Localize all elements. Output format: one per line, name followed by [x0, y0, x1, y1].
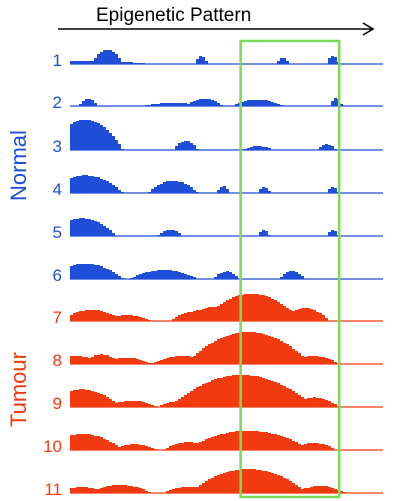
signal-area: [70, 431, 385, 450]
track-label: 6: [53, 266, 62, 285]
signal-area: [70, 120, 385, 150]
track-8: 8: [53, 332, 385, 370]
track-5: 5: [53, 218, 385, 242]
track-9: 9: [53, 375, 385, 413]
track-label: 4: [53, 180, 62, 199]
chart-title: Epigenetic Pattern: [96, 5, 251, 26]
track-label: 11: [44, 480, 62, 499]
track-label: 1: [53, 51, 62, 70]
signal-area: [70, 294, 385, 321]
track-10: 10: [43, 431, 385, 456]
track-6: 6: [53, 264, 385, 285]
signal-area: [70, 264, 385, 279]
signal-area: [70, 98, 385, 106]
signal-area: [70, 375, 385, 407]
track-label: 2: [53, 93, 62, 112]
signal-area: [70, 50, 385, 64]
signal-area: [70, 469, 385, 493]
track-label: 10: [43, 437, 62, 456]
track-label: 8: [53, 351, 62, 370]
track-4: 4: [53, 175, 385, 199]
track-1: 1: [53, 50, 385, 70]
group-label-normal: Normal: [6, 130, 31, 201]
signal-area: [70, 175, 385, 193]
track-11: 11: [44, 469, 385, 499]
title-arrow-head: [362, 22, 375, 36]
track-3: 3: [53, 120, 385, 156]
track-label: 5: [53, 223, 62, 242]
highlight-box: [239, 39, 341, 499]
track-2: 2: [53, 93, 385, 112]
track-label: 7: [53, 308, 62, 327]
signal-area: [70, 332, 385, 364]
signal-area: [70, 218, 385, 236]
track-label: 9: [53, 394, 62, 413]
track-label: 3: [53, 137, 62, 156]
track-7: 7: [53, 294, 385, 327]
tracks-layer: 1 2 3 4 5 6 7 8 9 10 11: [43, 50, 385, 499]
group-label-tumour: Tumour: [6, 352, 31, 427]
